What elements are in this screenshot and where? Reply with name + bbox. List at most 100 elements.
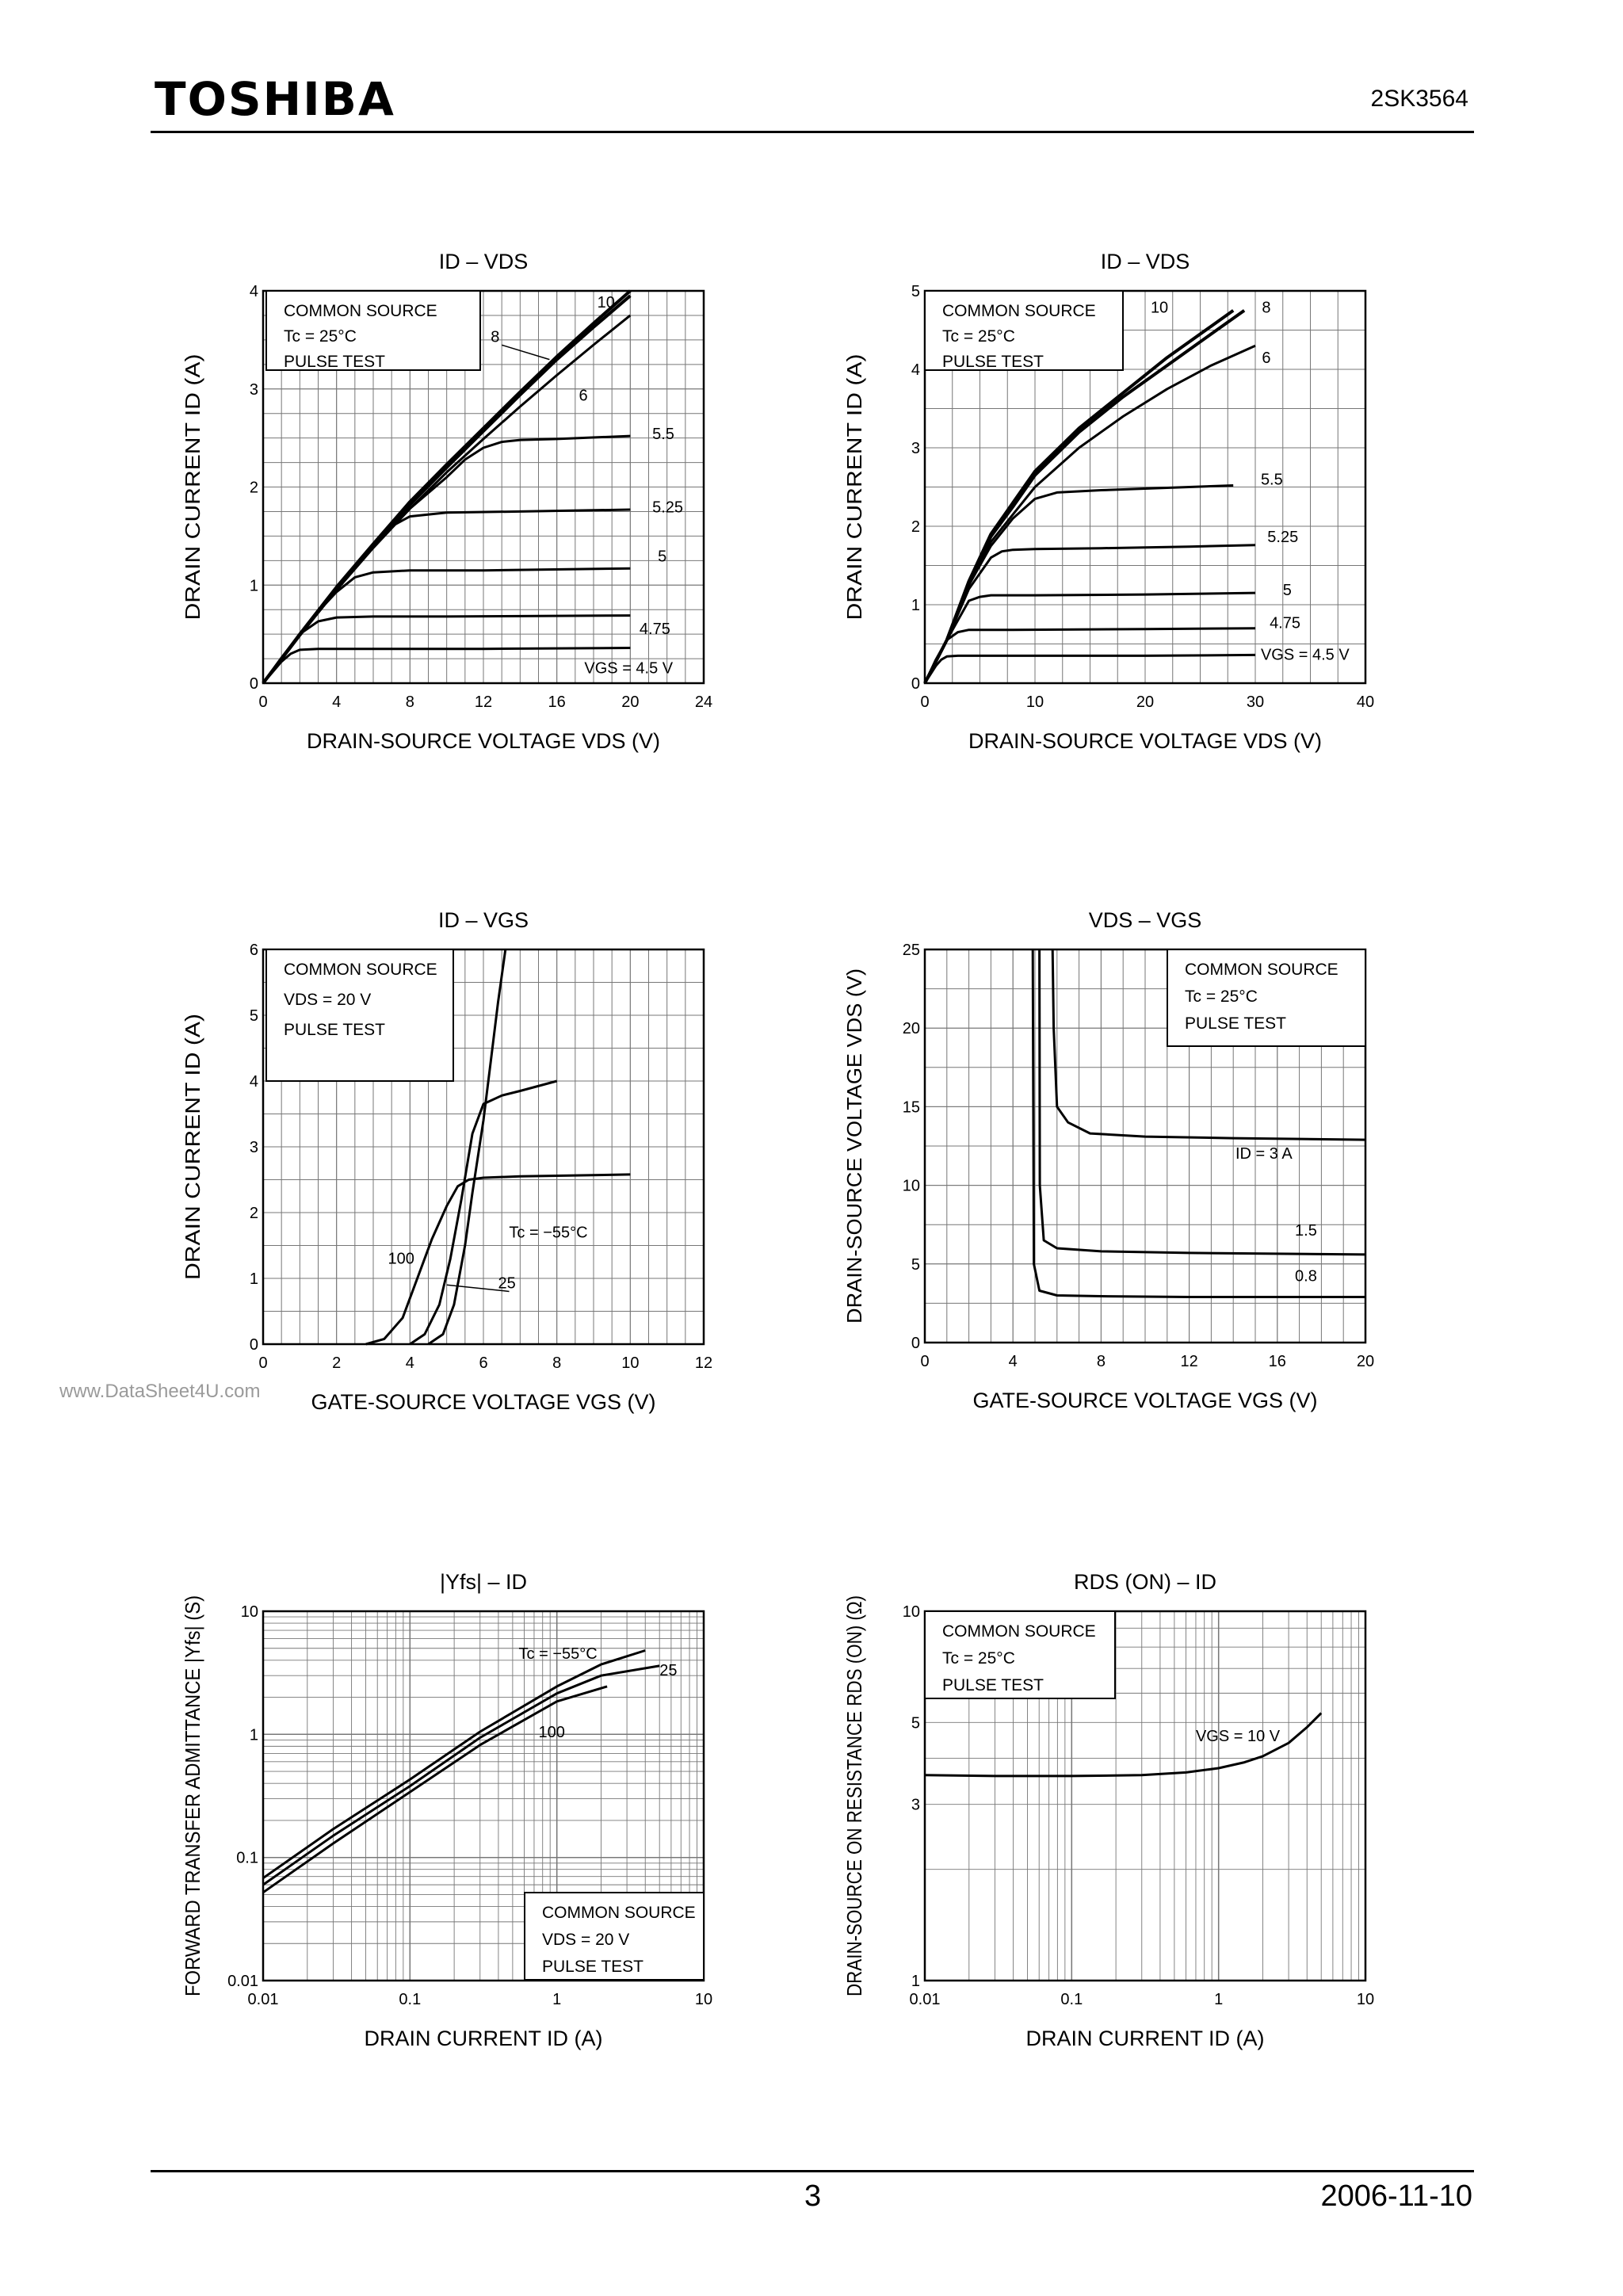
series-label: 4.75 <box>1270 615 1300 632</box>
chart-title: ID – VDS <box>439 250 529 273</box>
y-tick-label: 1 <box>250 1270 258 1288</box>
series-label: VGS = 10 V <box>1196 1728 1281 1745</box>
y-axis-label: FORWARD TRANSFER ADMITTANCE |Yfs| (S) <box>181 1595 204 1996</box>
part-number: 2SK3564 <box>1370 86 1468 112</box>
y-tick-label: 5 <box>250 1007 258 1025</box>
y-axis-label: DRAIN CURRENT ID (A) <box>181 1014 204 1280</box>
condition-line: Tc = 25°C <box>942 1649 1015 1668</box>
y-tick-label: 15 <box>903 1098 920 1116</box>
x-tick-label: 20 <box>1357 1353 1374 1370</box>
chart-title: |Yfs| – ID <box>440 1570 527 1594</box>
x-tick-label: 10 <box>695 1991 712 2008</box>
y-tick-label: 5 <box>911 283 920 300</box>
series-line <box>262 614 631 684</box>
chart-title: ID – VDS <box>1101 250 1190 273</box>
footer-date: 2006-11-10 <box>1320 2179 1472 2213</box>
condition-line: Tc = 25°C <box>284 327 357 346</box>
y-tick-label: 10 <box>903 1178 920 1195</box>
series-label: 25 <box>498 1274 516 1292</box>
y-axis-label: DRAIN-SOURCE VOLTAGE VDS (V) <box>842 968 866 1324</box>
series-line <box>923 653 1256 684</box>
chart-6: 0.01 0.1 1 10 1 3 5 10 RDS (ON) – ID DRAIN CURREN… <box>842 1570 1374 2050</box>
series-line <box>1051 949 1366 1141</box>
x-tick-label: 20 <box>1136 693 1154 711</box>
series-label: 5.25 <box>652 499 683 517</box>
series-label: 6 <box>1262 350 1270 367</box>
y-tick-label: 1 <box>250 1726 258 1744</box>
y-tick-label: 6 <box>250 942 258 959</box>
y-tick-label: 2 <box>250 479 258 497</box>
condition-line: VDS = 20 V <box>542 1931 629 1949</box>
series-label: Tc = −55°C <box>509 1224 587 1242</box>
series-label: 4.75 <box>640 621 670 638</box>
series-line <box>262 1685 608 1894</box>
x-tick-label: 0.1 <box>1060 1991 1083 2008</box>
x-tick-label: 4 <box>406 1354 414 1372</box>
x-tick-label: 6 <box>479 1354 487 1372</box>
x-axis-label: DRAIN CURRENT ID (A) <box>364 2027 602 2050</box>
conditions-box: COMMON SOURCE VDS = 20 V PULSE TEST <box>524 1892 705 1981</box>
x-axis-label: DRAIN-SOURCE VOLTAGE VDS (V) <box>968 729 1322 753</box>
y-tick-label: 0.1 <box>236 1850 258 1867</box>
chart-title: RDS (ON) – ID <box>1074 1570 1216 1594</box>
y-tick-label: 3 <box>911 1797 920 1814</box>
x-tick-label: 4 <box>1009 1353 1018 1370</box>
x-tick-label: 16 <box>1269 1353 1286 1370</box>
x-tick-label: 12 <box>695 1354 712 1372</box>
series-line <box>923 544 1256 684</box>
series-line <box>923 627 1256 684</box>
y-tick-label: 0 <box>911 1335 920 1352</box>
y-axis-label: DRAIN CURRENT ID (A) <box>842 354 866 621</box>
condition-line: PULSE TEST <box>942 353 1044 371</box>
label-arrow <box>446 1284 510 1293</box>
plot-frame <box>923 948 1367 1344</box>
x-tick-label: 24 <box>695 693 712 711</box>
x-tick-label: 1 <box>1214 1991 1223 2008</box>
y-tick-label: 0 <box>250 675 258 693</box>
x-tick-label: 40 <box>1357 693 1374 711</box>
x-tick-label: 0 <box>920 693 929 711</box>
chart-4: 0 4 8 12 16 20 0 5 10 15 20 25 VDS – VGS GATE-SOURCE … <box>842 908 1374 1412</box>
series-label: 0.8 <box>1295 1268 1317 1286</box>
series-label: ID = 3 A <box>1235 1145 1293 1163</box>
y-tick-label: 3 <box>250 1139 258 1156</box>
series-label: 5 <box>1283 582 1292 599</box>
plot-frame <box>923 1610 1367 1982</box>
x-tick-label: 2 <box>332 1354 341 1372</box>
series-line <box>923 591 1256 684</box>
series-label: 25 <box>659 1662 677 1679</box>
condition-line: PULSE TEST <box>284 353 385 371</box>
y-tick-label: 5 <box>911 1256 920 1274</box>
series-label: VGS = 4.5 V <box>1261 646 1350 663</box>
x-tick-label: 0 <box>258 693 267 711</box>
series-label: 100 <box>388 1251 414 1268</box>
condition-line: COMMON SOURCE <box>542 1904 696 1922</box>
series-label: 5.5 <box>1261 472 1283 489</box>
y-tick-label: 2 <box>250 1205 258 1222</box>
header-rule <box>151 131 1474 133</box>
condition-line: PULSE TEST <box>284 1021 385 1039</box>
series-label: Tc = −55°C <box>519 1645 598 1663</box>
conditions-frame <box>524 1892 705 1981</box>
x-axis-label: DRAIN-SOURCE VOLTAGE VDS (V) <box>307 729 660 753</box>
conditions-box: COMMON SOURCE VDS = 20 V PULSE TEST <box>265 949 454 1082</box>
x-tick-label: 12 <box>1180 1353 1197 1370</box>
y-tick-label: 3 <box>911 440 920 457</box>
y-tick-label: 25 <box>903 942 920 959</box>
series-line <box>409 1079 558 1346</box>
x-tick-label: 30 <box>1247 693 1264 711</box>
conditions-frame <box>924 290 1124 371</box>
x-tick-label: 0.01 <box>910 1991 941 2008</box>
x-tick-label: 12 <box>475 693 492 711</box>
condition-line: VDS = 20 V <box>284 991 371 1009</box>
x-tick-label: 8 <box>406 693 414 711</box>
y-tick-label: 0 <box>250 1336 258 1354</box>
plot-frame <box>923 289 1367 685</box>
y-tick-label: 10 <box>241 1603 258 1621</box>
x-tick-label: 4 <box>332 693 341 711</box>
series-label: 100 <box>539 1724 565 1741</box>
x-axis-label: GATE-SOURCE VOLTAGE VGS (V) <box>311 1390 655 1414</box>
condition-line: PULSE TEST <box>542 1958 643 1976</box>
page-number: 3 <box>804 2179 822 2213</box>
